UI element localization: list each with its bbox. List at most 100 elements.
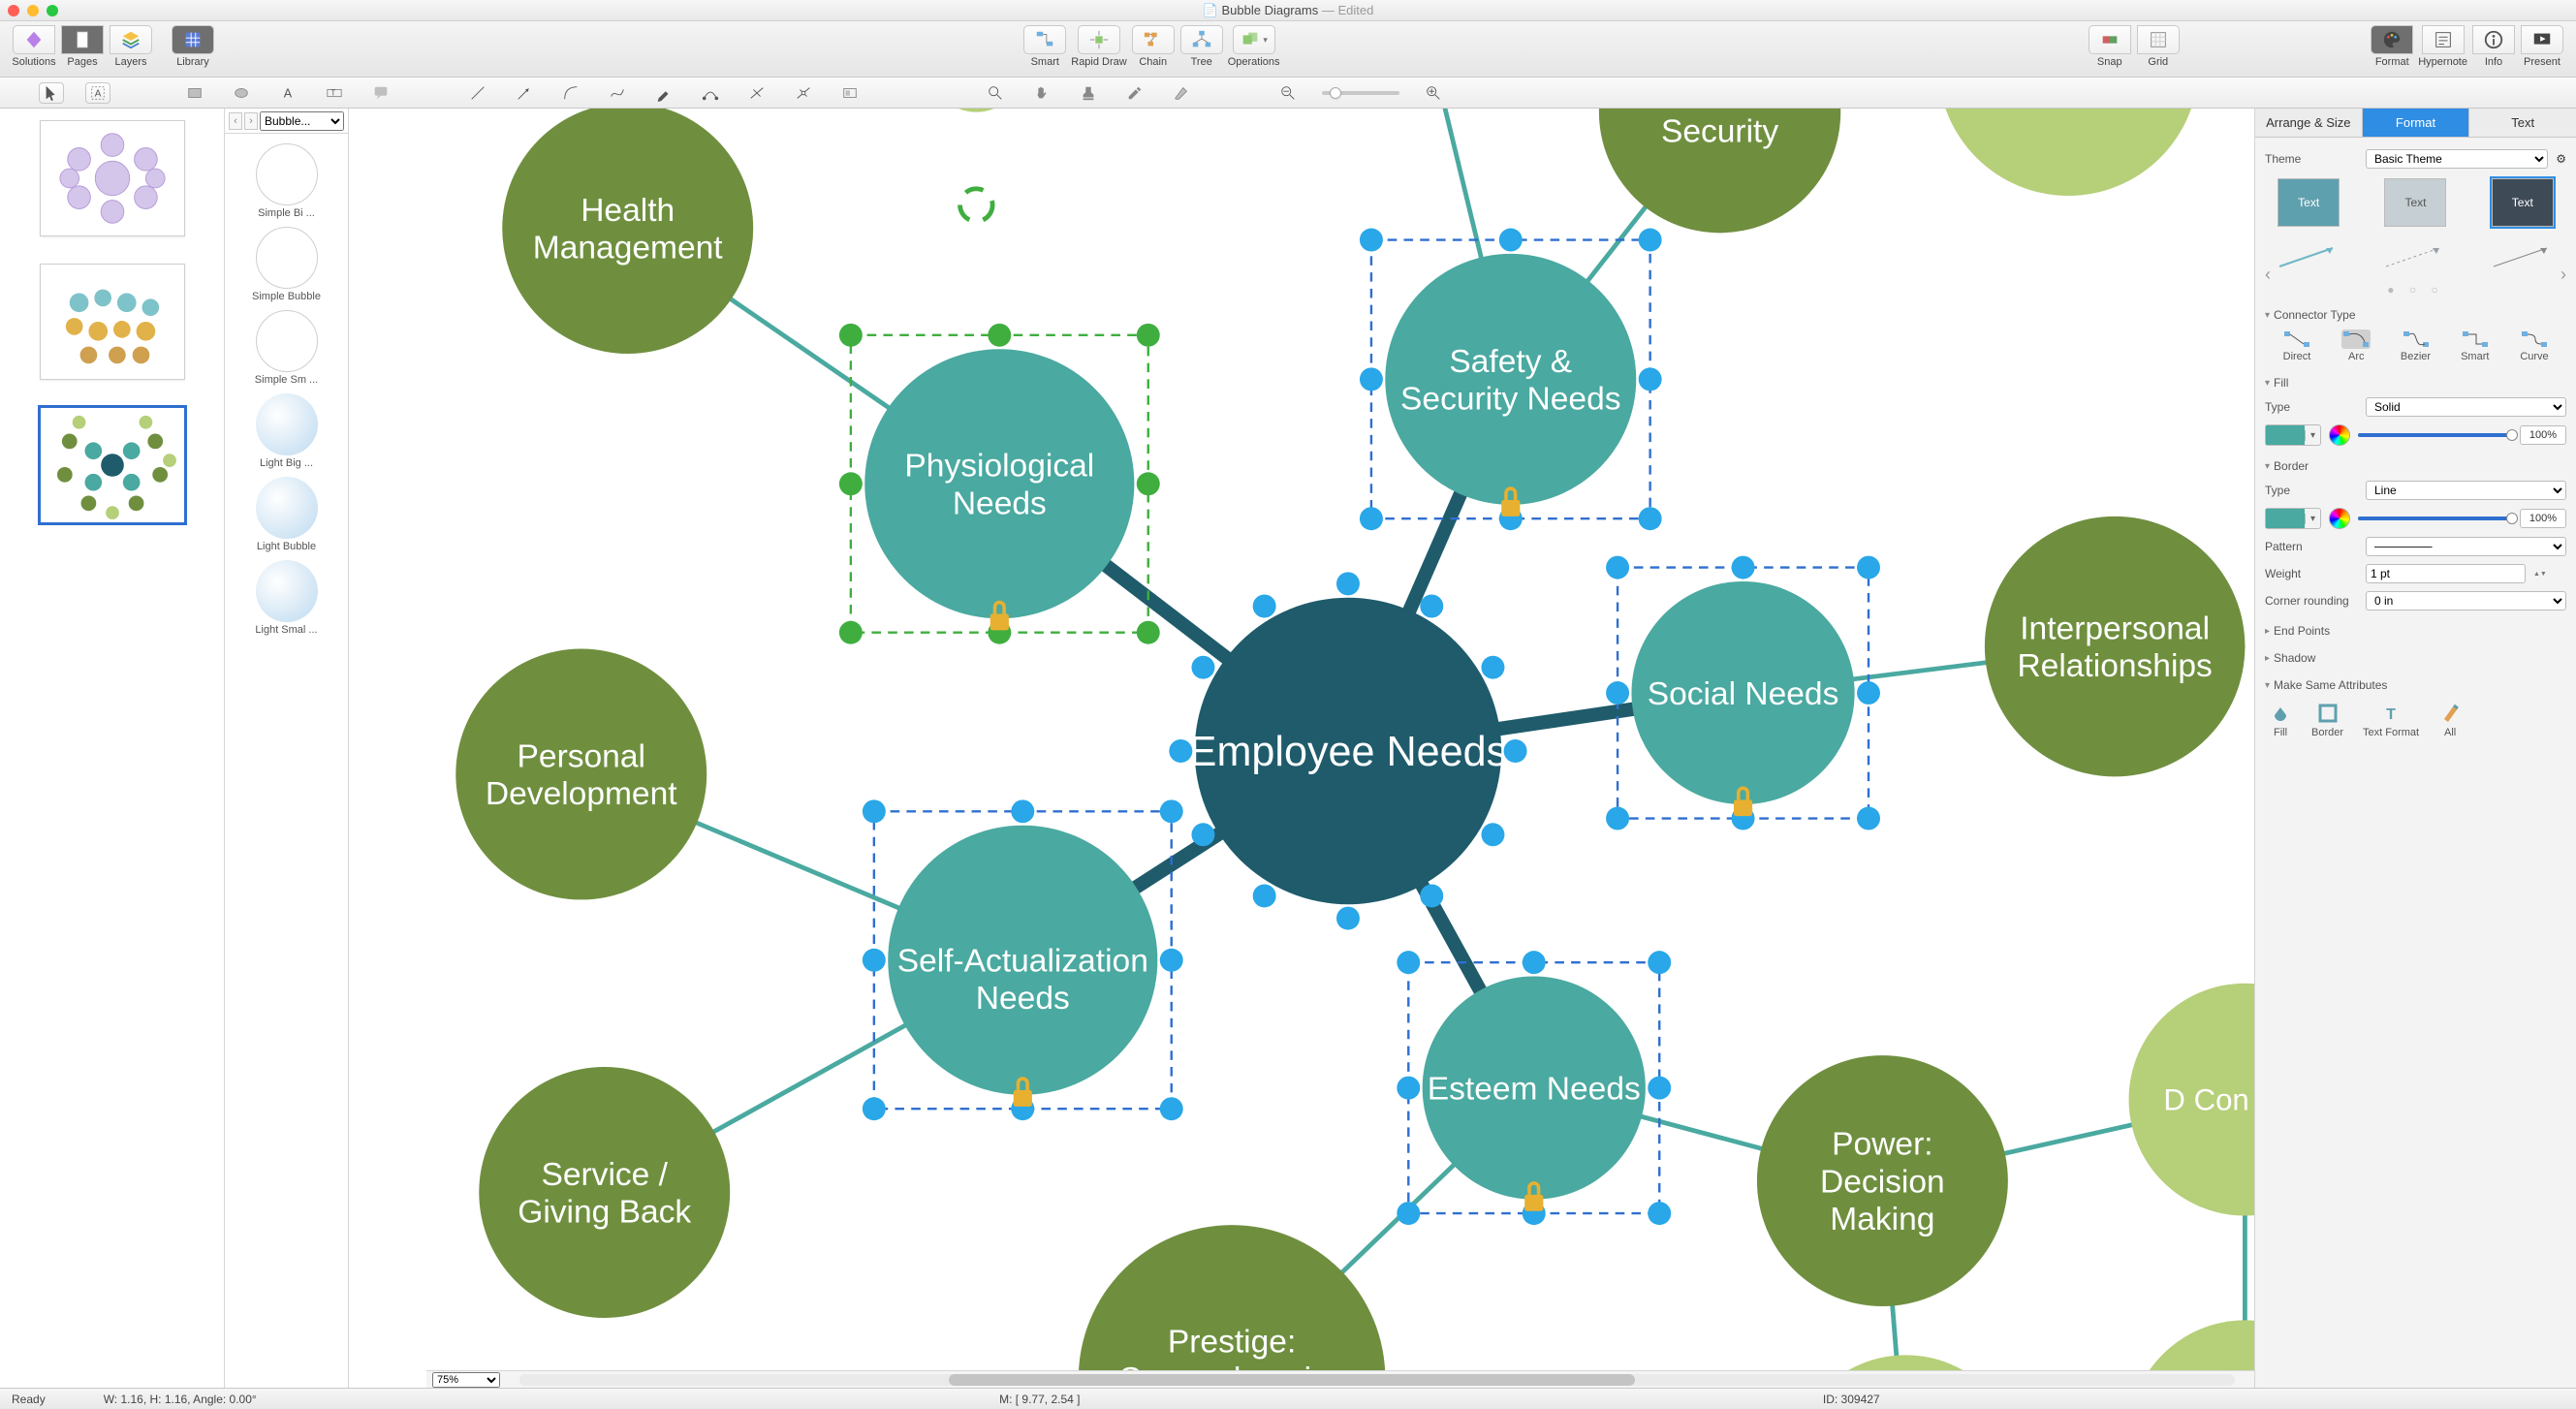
style-page-dots: ● ○ ○ xyxy=(2265,281,2566,298)
svg-text:Making: Making xyxy=(1830,1202,1934,1237)
library-item-light-small[interactable]: Light Smal ... xyxy=(225,556,348,640)
theme-swatch-2[interactable]: Text xyxy=(2492,178,2554,227)
tree-toolbar-button[interactable]: Tree xyxy=(1179,25,1224,68)
library-item-light-big[interactable]: Light Big ... xyxy=(225,390,348,473)
border-color-button[interactable]: ▾ xyxy=(2265,508,2321,529)
arc-tool[interactable] xyxy=(558,82,583,104)
msa-textformat-button[interactable]: TText Format xyxy=(2363,702,2419,738)
connector-type-header[interactable]: Connector Type xyxy=(2265,304,2566,326)
library-toolbar-button[interactable]: Library xyxy=(171,25,215,68)
fill-type-label: Type xyxy=(2265,400,2358,414)
hypernote-toolbar-button[interactable]: Hypernote xyxy=(2418,25,2467,68)
ellipse-shape-tool[interactable] xyxy=(229,82,254,104)
library-forward-button[interactable]: › xyxy=(244,112,258,130)
rect-shape-tool[interactable] xyxy=(182,82,207,104)
spline-tool[interactable] xyxy=(698,82,723,104)
eraser-tool[interactable] xyxy=(1169,82,1194,104)
snap-toolbar-button[interactable]: Snap xyxy=(2088,25,2132,68)
library-back-button[interactable]: ‹ xyxy=(229,112,242,130)
inspector-tab-format[interactable]: Format xyxy=(2363,109,2470,137)
connector-tool[interactable] xyxy=(744,82,770,104)
msa-header[interactable]: Make Same Attributes xyxy=(2265,674,2566,696)
hand-tool[interactable] xyxy=(1029,82,1054,104)
connector-type-direct[interactable]: Direct xyxy=(2271,329,2323,362)
theme-settings-icon[interactable]: ⚙ xyxy=(2556,152,2566,166)
solutions-toolbar-button[interactable]: Solutions xyxy=(12,25,56,68)
thumbnail-2[interactable] xyxy=(40,264,185,380)
info-toolbar-button[interactable]: Info xyxy=(2471,25,2516,68)
theme-swatch-0[interactable]: Text xyxy=(2278,178,2340,227)
border-colorwheel-button[interactable] xyxy=(2329,508,2350,529)
stamp-tool[interactable] xyxy=(1076,82,1101,104)
weight-input[interactable] xyxy=(2366,564,2526,583)
text-shape-tool[interactable]: A xyxy=(275,82,300,104)
svg-text:Comprehensive: Comprehensive xyxy=(1118,1362,1346,1370)
present-toolbar-button[interactable]: Present xyxy=(2520,25,2564,68)
thumbnail-1[interactable] xyxy=(40,120,185,236)
pen-tool[interactable] xyxy=(651,82,676,104)
library-item-simple-small[interactable]: Simple Sm ... xyxy=(225,306,348,390)
format-toolbar-button[interactable]: Format xyxy=(2370,25,2414,68)
inspector-panel: Arrange & SizeFormatText Theme Basic The… xyxy=(2254,109,2576,1388)
fill-colorwheel-button[interactable] xyxy=(2329,424,2350,446)
library-picker[interactable]: Bubble... xyxy=(260,111,344,131)
svg-text:Development: Development xyxy=(486,776,677,812)
connector-type-smart[interactable]: Smart xyxy=(2449,329,2501,362)
fill-type-select[interactable]: Solid xyxy=(2366,397,2566,417)
endpoints-header[interactable]: End Points xyxy=(2265,620,2566,642)
library-item-simple-big[interactable]: Simple Bi ... xyxy=(225,140,348,223)
arrow-tool[interactable] xyxy=(512,82,537,104)
zoom-out-button[interactable] xyxy=(1275,82,1301,104)
msa-border-button[interactable]: Border xyxy=(2311,702,2343,738)
style-prev-button[interactable]: ‹ xyxy=(2259,266,2277,283)
canvas-area[interactable]: IncomeReplacementFlexibleBenefit PlanPri… xyxy=(349,109,2254,1388)
connector-type-bezier[interactable]: Bezier xyxy=(2390,329,2442,362)
theme-label: Theme xyxy=(2265,152,2358,166)
smart-toolbar-button[interactable]: Smart xyxy=(1022,25,1067,68)
fill-opacity-slider[interactable] xyxy=(2358,433,2512,437)
operations-toolbar-button[interactable]: ▾Operations xyxy=(1228,25,1280,68)
chain-toolbar-button[interactable]: Chain xyxy=(1131,25,1176,68)
theme-select[interactable]: Basic Theme xyxy=(2366,149,2548,169)
curve-tool[interactable] xyxy=(605,82,630,104)
theme-swatch-1[interactable]: Text xyxy=(2384,178,2446,227)
zoom-in-button[interactable] xyxy=(1421,82,1446,104)
rapid-toolbar-button[interactable]: Rapid Draw xyxy=(1071,25,1126,68)
style-next-button[interactable]: › xyxy=(2555,266,2572,283)
eyedropper-tool[interactable] xyxy=(1122,82,1147,104)
grid-toolbar-button[interactable]: Grid xyxy=(2136,25,2181,68)
weight-stepper[interactable]: ▲▼ xyxy=(2533,571,2547,578)
shadow-header[interactable]: Shadow xyxy=(2265,647,2566,669)
library-item-light-bubble[interactable]: Light Bubble xyxy=(225,473,348,556)
layers-toolbar-button[interactable]: Layers xyxy=(109,25,153,68)
pages-toolbar-button[interactable]: Pages xyxy=(60,25,105,68)
inspector-tab-text[interactable]: Text xyxy=(2469,109,2576,137)
corner-select[interactable]: 0 in xyxy=(2366,591,2566,611)
container-tool[interactable] xyxy=(837,82,863,104)
fill-header[interactable]: Fill xyxy=(2265,372,2566,393)
textbox-tool[interactable]: T xyxy=(322,82,347,104)
disconnect-tool[interactable] xyxy=(791,82,816,104)
zoom-tool[interactable] xyxy=(983,82,1008,104)
horizontal-scrollbar[interactable] xyxy=(519,1374,2235,1386)
msa-fill-button[interactable]: Fill xyxy=(2269,702,2292,738)
shape-tool-row: A A T xyxy=(0,78,2576,109)
callout-tool[interactable] xyxy=(368,82,393,104)
zoom-slider[interactable] xyxy=(1322,91,1399,95)
pointer-tool[interactable] xyxy=(39,82,64,104)
library-item-simple-bubble[interactable]: Simple Bubble xyxy=(225,223,348,306)
inspector-tab-arrange[interactable]: Arrange & Size xyxy=(2255,109,2363,137)
border-header[interactable]: Border xyxy=(2265,455,2566,477)
file-icon: 📄 xyxy=(1203,3,1222,17)
zoom-select[interactable]: 75% xyxy=(432,1372,500,1388)
connector-type-arc[interactable]: Arc xyxy=(2330,329,2382,362)
border-type-select[interactable]: Line xyxy=(2366,481,2566,500)
connector-type-curve[interactable]: Curve xyxy=(2508,329,2560,362)
line-tool[interactable] xyxy=(465,82,490,104)
msa-all-button[interactable]: All xyxy=(2438,702,2462,738)
border-opacity-slider[interactable] xyxy=(2358,517,2512,520)
fill-color-button[interactable]: ▾ xyxy=(2265,424,2321,446)
text-tool[interactable]: A xyxy=(85,82,110,104)
thumbnail-3[interactable] xyxy=(40,407,185,523)
pattern-select[interactable]: ─────── xyxy=(2366,537,2566,556)
